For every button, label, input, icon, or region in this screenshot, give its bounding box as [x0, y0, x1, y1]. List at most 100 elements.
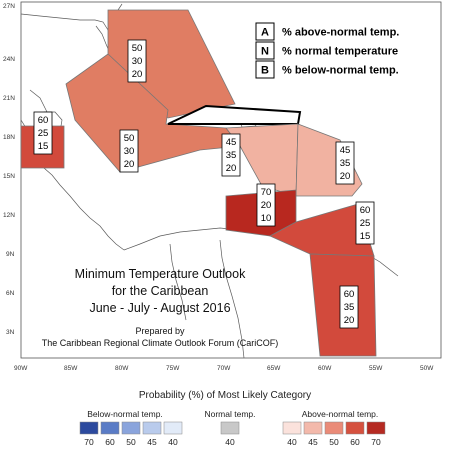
prob-box-cuba-jamaica: 50 30 20 [119, 129, 139, 173]
scale-group-title: Normal temp. [204, 409, 255, 419]
lon-tick: 60W [318, 365, 332, 372]
above-value: 45 [226, 137, 237, 148]
prepared-by-line: Prepared by [135, 326, 185, 336]
scale-value: 40 [225, 437, 235, 447]
normal-value: 30 [124, 146, 135, 157]
title-line: June - July - August 2016 [89, 301, 230, 315]
scale-swatch [345, 421, 365, 435]
below-value: 10 [261, 213, 272, 224]
prob-box-yucatan-belize: 60 25 15 [33, 111, 53, 155]
above-value: 60 [360, 205, 371, 216]
above-value: 50 [124, 133, 135, 144]
prob-box-puerto-rico: 45 35 20 [221, 133, 241, 177]
scale-swatch [220, 421, 240, 435]
normal-value: 25 [360, 218, 371, 229]
scale-value: 45 [308, 437, 318, 447]
legend-key: B [261, 65, 269, 77]
normal-value: 25 [38, 128, 49, 139]
scale-swatch [100, 421, 120, 435]
prepared-by-line: The Caribbean Regional Climate Outlook F… [42, 338, 279, 348]
lat-tick-labels: 27N 24N 21N 18N 15N 12N 9N 6N 3N [3, 3, 15, 336]
lat-tick: 3N [6, 329, 15, 336]
scale-swatch [303, 421, 323, 435]
scale-group-title: Below-normal temp. [87, 409, 163, 419]
lat-tick: 15N [3, 173, 15, 180]
normal-value: 20 [261, 200, 272, 211]
scale-value: 40 [287, 437, 297, 447]
title-line: for the Caribbean [112, 284, 209, 298]
scale-value: 45 [147, 437, 157, 447]
prob-box-guianas: 60 35 20 [339, 285, 359, 329]
above-value: 60 [38, 115, 49, 126]
scale-value: 60 [350, 437, 360, 447]
scale-value: 40 [168, 437, 178, 447]
scale-value: 50 [329, 437, 339, 447]
legend-label: % above-normal temp. [282, 27, 399, 39]
lon-tick: 80W [115, 365, 129, 372]
scale-group-above: Above-normal temp. 40 45 50 60 70 [282, 409, 386, 447]
below-value: 20 [340, 171, 351, 182]
lon-tick: 55W [369, 365, 383, 372]
below-value: 15 [360, 231, 371, 242]
above-value: 60 [344, 289, 355, 300]
normal-value: 35 [344, 302, 355, 313]
title-line: Minimum Temperature Outlook [75, 267, 246, 281]
legend-label: % below-normal temp. [282, 65, 399, 77]
prob-box-eastern-caribbean: 45 35 20 [335, 141, 355, 185]
scale-group-title: Above-normal temp. [302, 409, 379, 419]
normal-value: 35 [340, 158, 351, 169]
lon-tick: 65W [267, 365, 281, 372]
scale-swatch [163, 421, 183, 435]
scale-swatch [121, 421, 141, 435]
above-value: 70 [261, 187, 272, 198]
lat-tick: 6N [6, 290, 15, 297]
scale-value: 50 [126, 437, 136, 447]
normal-value: 30 [132, 56, 143, 67]
scale-value: 70 [371, 437, 381, 447]
scale-value: 60 [105, 437, 115, 447]
scale-value: 70 [84, 437, 94, 447]
scale-group-below: Below-normal temp. 70 60 50 45 40 [79, 409, 183, 447]
scale-swatch [282, 421, 302, 435]
lon-tick-labels: 90W 85W 80W 75W 70W 65W 60W 55W 50W [14, 365, 434, 372]
lon-tick: 70W [217, 365, 231, 372]
above-value: 50 [132, 43, 143, 54]
scale-swatch [324, 421, 344, 435]
scale-group-normal: Normal temp. 40 [204, 409, 255, 447]
legend-entry-above: A % above-normal temp. [255, 22, 399, 41]
lon-tick: 50W [420, 365, 434, 372]
prob-box-florida-bahamas: 50 30 20 [127, 39, 147, 83]
below-value: 20 [132, 69, 143, 80]
scale-caption: Probability (%) of Most Likely Category [139, 390, 311, 401]
lon-tick: 75W [166, 365, 180, 372]
lat-tick: 27N [3, 3, 15, 10]
scale-swatch [366, 421, 386, 435]
lat-tick: 9N [6, 251, 15, 258]
lat-tick: 12N [3, 212, 15, 219]
scale-swatch [142, 421, 162, 435]
lat-tick: 18N [3, 134, 15, 141]
below-value: 20 [226, 163, 237, 174]
lon-tick: 85W [64, 365, 78, 372]
legend-entry-normal: N % normal temperature [255, 41, 398, 60]
legend-entry-below: B % below-normal temp. [255, 60, 399, 79]
legend-key: N [261, 46, 269, 58]
category-legend: A % above-normal temp. N % normal temper… [255, 22, 399, 79]
legend-key: A [261, 27, 269, 39]
below-value: 15 [38, 141, 49, 152]
prepared-by: Prepared by The Caribbean Regional Clima… [42, 326, 279, 348]
region-hispaniola [167, 104, 302, 125]
lat-tick: 24N [3, 56, 15, 63]
legend-label: % normal temperature [282, 46, 398, 58]
lon-tick: 90W [14, 365, 28, 372]
scale-swatch [79, 421, 99, 435]
prob-box-trinidad-guyana: 60 25 15 [355, 201, 375, 245]
normal-value: 35 [226, 150, 237, 161]
prob-box-abc-islands: 70 20 10 [256, 183, 276, 227]
below-value: 20 [344, 315, 355, 326]
map-title: Minimum Temperature Outlook for the Cari… [75, 267, 246, 315]
lat-tick: 21N [3, 95, 15, 102]
above-value: 45 [340, 145, 351, 156]
below-value: 20 [124, 159, 135, 170]
